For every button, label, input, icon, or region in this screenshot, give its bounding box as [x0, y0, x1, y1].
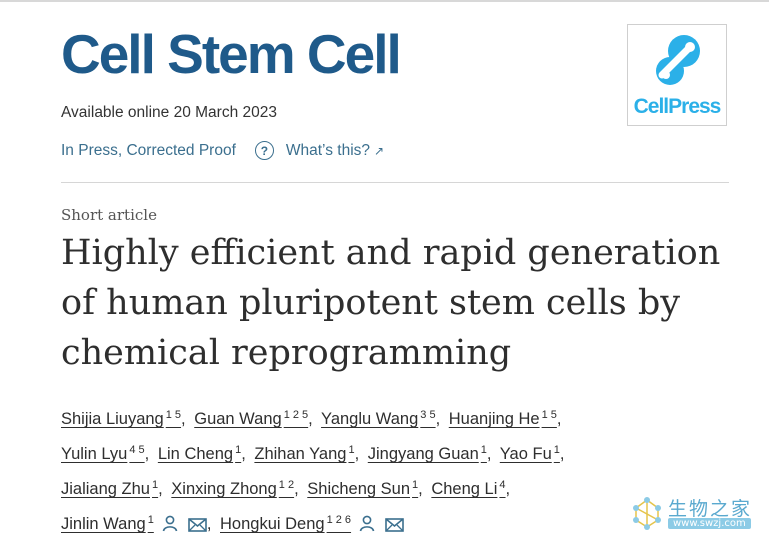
- article-title: Highly efficient and rapid generation of…: [61, 233, 721, 373]
- watermark: 生物之家 www.swzj.com: [630, 494, 760, 534]
- whats-this-link[interactable]: What’s this?: [285, 141, 371, 159]
- author-link[interactable]: Yulin Lyu 4 5: [61, 444, 145, 463]
- author-link[interactable]: Huanjing He 1 5: [448, 409, 557, 428]
- author-link[interactable]: Zhihan Yang 1: [254, 444, 355, 463]
- journal-title[interactable]: Cell Stem Cell: [61, 23, 402, 85]
- author-item: Yanglu Wang 3 5,: [321, 409, 444, 428]
- author-separator: ,: [559, 445, 565, 463]
- top-rule: [0, 0, 769, 2]
- author-name: Yao Fu: [499, 445, 552, 463]
- status-row: In Press, Corrected Proof ? What’s this?…: [61, 141, 384, 160]
- author-link[interactable]: Jinlin Wang 1: [61, 514, 154, 533]
- author-item: Jialiang Zhu 1,: [61, 479, 167, 498]
- author-affiliation: 1 5: [541, 409, 557, 421]
- author-item: Jinlin Wang 1,: [61, 514, 215, 533]
- author-separator: ,: [354, 445, 360, 463]
- author-item: Xinxing Zhong 1 2,: [171, 479, 302, 498]
- author-item: Shicheng Sun 1,: [307, 479, 426, 498]
- author-separator: ,: [181, 410, 186, 428]
- author-affiliation: 1 2 5: [283, 409, 309, 421]
- author-link[interactable]: Shijia Liuyang 1 5: [61, 409, 182, 428]
- author-name: Guan Wang: [194, 410, 282, 428]
- availability-date: Available online 20 March 2023: [61, 104, 278, 121]
- mail-icon[interactable]: [385, 512, 404, 543]
- author-item: Guan Wang 1 2 5,: [194, 409, 317, 428]
- author-separator: ,: [206, 515, 212, 533]
- author-name: Huanjing He: [448, 410, 540, 428]
- author-separator: ,: [158, 480, 163, 498]
- mail-icon[interactable]: [188, 512, 207, 543]
- author-separator: ,: [144, 445, 150, 463]
- cellpress-logo[interactable]: CellPress: [627, 24, 727, 126]
- author-affiliation: 4 5: [129, 444, 145, 456]
- author-item: Zhihan Yang 1,: [254, 444, 363, 463]
- question-icon[interactable]: ?: [254, 141, 274, 160]
- author-link[interactable]: Yao Fu 1: [499, 444, 560, 463]
- author-name: Shicheng Sun: [307, 480, 411, 498]
- author-separator: ,: [308, 410, 313, 428]
- author-name: Jingyang Guan: [367, 445, 479, 463]
- author-link[interactable]: Shicheng Sun 1: [307, 479, 419, 498]
- author-affiliation: 3 5: [420, 409, 436, 421]
- author-affiliation: 1 2 6: [326, 514, 352, 526]
- author-name: Lin Cheng: [157, 445, 234, 463]
- author-affiliation: 1 2: [278, 479, 295, 491]
- author-affiliation: 1: [480, 444, 487, 456]
- author-item: Yulin Lyu 4 5,: [61, 444, 153, 463]
- author-affiliation: 1: [235, 444, 242, 456]
- cellpress-logo-text: CellPress: [633, 95, 722, 118]
- author-name: Cheng Li: [431, 480, 498, 498]
- external-link-icon: ↗: [374, 143, 385, 158]
- author-separator: ,: [294, 480, 299, 498]
- author-item: Jingyang Guan 1,: [367, 444, 496, 463]
- author-separator: ,: [418, 480, 423, 498]
- author-list: Shijia Liuyang 1 5, Guan Wang 1 2 5, Yangl…: [61, 400, 721, 543]
- author-item: Yao Fu 1,: [499, 444, 569, 463]
- author-name: Jinlin Wang: [61, 515, 146, 533]
- author-name: Yulin Lyu: [61, 445, 128, 463]
- author-item: Huanjing He 1 5,: [448, 409, 566, 428]
- author-name: Zhihan Yang: [254, 445, 347, 463]
- person-icon[interactable]: [162, 512, 178, 543]
- header-divider: [61, 182, 729, 183]
- author-affiliation: 4: [499, 479, 506, 491]
- author-affiliation: 1: [412, 479, 419, 491]
- author-link[interactable]: Hongkui Deng 1 2 6: [220, 514, 352, 533]
- author-link[interactable]: Cheng Li 4: [431, 479, 506, 498]
- status-label[interactable]: In Press, Corrected Proof: [61, 141, 236, 159]
- author-item: Lin Cheng 1,: [157, 444, 250, 463]
- author-name: Yanglu Wang: [321, 410, 419, 428]
- author-link[interactable]: Jialiang Zhu 1: [61, 479, 159, 498]
- author-link[interactable]: Yanglu Wang 3 5: [321, 409, 436, 428]
- author-name: Shijia Liuyang: [61, 410, 164, 428]
- author-name: Jialiang Zhu: [61, 480, 150, 498]
- author-separator: ,: [486, 445, 492, 463]
- cellpress-logo-icon: [656, 35, 700, 85]
- author-item: Cheng Li 4,: [431, 479, 514, 498]
- author-affiliation: 1: [151, 479, 159, 491]
- author-separator: ,: [505, 480, 511, 498]
- person-icon[interactable]: [359, 512, 375, 543]
- author-affiliation: 1 5: [165, 409, 182, 421]
- author-affiliation: 1: [147, 514, 154, 526]
- author-link[interactable]: Lin Cheng 1: [157, 444, 242, 463]
- author-link[interactable]: Jingyang Guan 1: [367, 444, 487, 463]
- author-affiliation: 1: [553, 444, 560, 456]
- author-link[interactable]: Guan Wang 1 2 5: [194, 409, 309, 428]
- author-name: Hongkui Deng: [220, 515, 325, 533]
- watermark-url: www.swzj.com: [668, 518, 751, 529]
- author-separator: ,: [435, 410, 441, 428]
- article-type: Short article: [61, 206, 157, 224]
- author-item: Shijia Liuyang 1 5,: [61, 409, 190, 428]
- author-link[interactable]: Xinxing Zhong 1 2: [171, 479, 295, 498]
- author-affiliation: 1: [348, 444, 355, 456]
- author-name: Xinxing Zhong: [171, 480, 277, 498]
- watermark-text: 生物之家: [668, 498, 753, 520]
- molecule-icon: [633, 497, 661, 530]
- author-item: Hongkui Deng 1 2 6: [220, 514, 404, 533]
- author-separator: ,: [241, 445, 246, 463]
- author-separator: ,: [556, 410, 562, 428]
